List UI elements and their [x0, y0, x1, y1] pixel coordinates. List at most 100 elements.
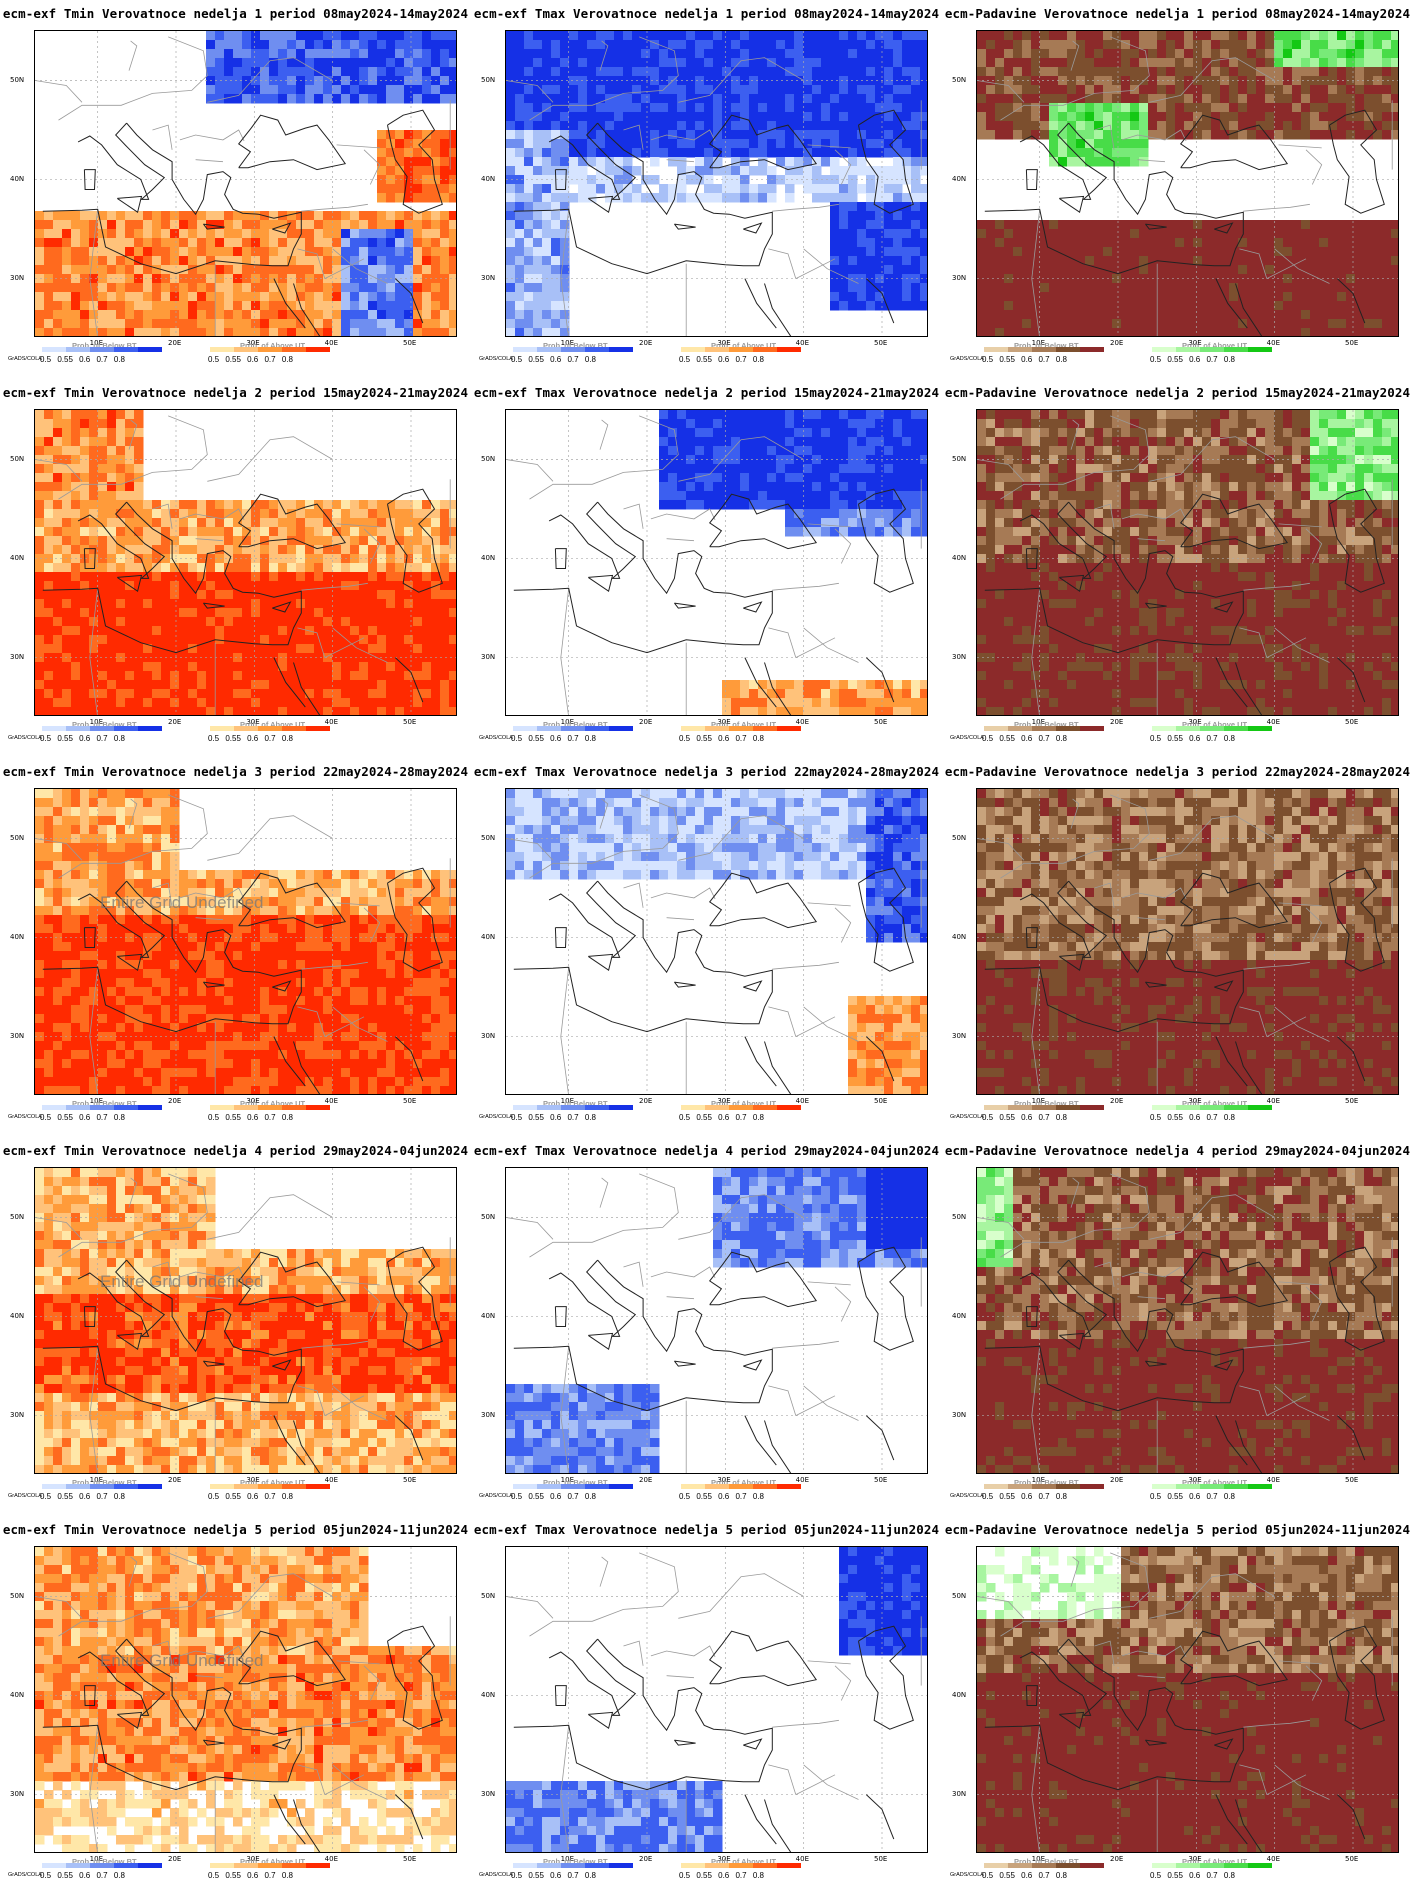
longitude-label: 20E	[639, 718, 653, 726]
latitude-label: 30N	[10, 1031, 25, 1040]
colorbar-above	[210, 1105, 330, 1110]
colorbar-below	[42, 347, 162, 352]
longitude-label: 40E	[324, 339, 338, 347]
colorbar-below-values: 0.5 0.55 0.6 0.7 0.8	[982, 1113, 1067, 1122]
colorbar-below-values: 0.5 0.55 0.6 0.7 0.8	[511, 1113, 596, 1122]
latitude-label: 30N	[481, 1410, 496, 1419]
colorbar-above-values: 0.5 0.55 0.6 0.7 0.8	[679, 734, 764, 743]
longitude-label: 30E	[717, 718, 731, 726]
undefined-grid-overlay: Entire Grid Undefined	[100, 893, 264, 912]
longitude-label: 50E	[1345, 1476, 1359, 1484]
longitude-label: 30E	[1188, 1097, 1202, 1105]
probability-map	[34, 1167, 457, 1474]
colorbar-above-title: Prob. of Above UT	[1182, 341, 1248, 350]
colorbar-above	[681, 347, 801, 352]
longitude-label: 10E	[89, 1855, 103, 1863]
map-panel: ecm-exf Tmin Verovatnoce nedelja 2 perio…	[0, 379, 471, 758]
colorbar-above-values: 0.5 0.55 0.6 0.7 0.8	[1150, 1871, 1235, 1880]
colorbar-above	[1152, 1105, 1272, 1110]
longitude-label: 40E	[795, 339, 809, 347]
longitude-label: 20E	[168, 1097, 182, 1105]
latitude-label: 50N	[481, 454, 496, 463]
latitude-label: 40N	[952, 932, 967, 941]
panel-title: ecm-exf Tmax Verovatnoce nedelja 5 perio…	[473, 1522, 940, 1537]
colorbar-below-values: 0.5 0.55 0.6 0.7 0.8	[511, 1492, 596, 1501]
colorbar-below-title: Prob. of Below BT	[543, 1857, 608, 1866]
colorbar-above-title: Prob. of Above UT	[240, 1857, 306, 1866]
latitude-label: 50N	[952, 454, 967, 463]
grads-label: GrADS/COLA	[479, 1493, 513, 1499]
map-panel: ecm-Padavine Verovatnoce nedelja 3 perio…	[942, 758, 1413, 1137]
colorbar-above-values: 0.5 0.55 0.6 0.7 0.8	[208, 1871, 293, 1880]
panel-title: ecm-exf Tmax Verovatnoce nedelja 4 perio…	[473, 1143, 940, 1158]
colorbar-above	[681, 726, 801, 731]
map-panel: ecm-Padavine Verovatnoce nedelja 1 perio…	[942, 0, 1413, 379]
colorbar-below-title: Prob. of Below BT	[72, 1478, 137, 1487]
panel-title: ecm-exf Tmax Verovatnoce nedelja 3 perio…	[473, 764, 940, 779]
panel-title: ecm-exf Tmax Verovatnoce nedelja 2 perio…	[473, 385, 940, 400]
latitude-label: 40N	[481, 1311, 496, 1320]
grads-label: GrADS/COLA	[479, 1872, 513, 1878]
colorbar-above-title: Prob. of Above UT	[711, 1099, 777, 1108]
longitude-label: 40E	[324, 1476, 338, 1484]
longitude-label: 10E	[1031, 1097, 1045, 1105]
colorbar-below-title: Prob. of Below BT	[1014, 1099, 1079, 1108]
grads-label: GrADS/COLA	[950, 1872, 984, 1878]
probability-map	[505, 788, 928, 1095]
latitude-label: 30N	[952, 273, 967, 282]
panel-title: ecm-Padavine Verovatnoce nedelja 2 perio…	[944, 385, 1411, 400]
colorbar-above-values: 0.5 0.55 0.6 0.7 0.8	[1150, 355, 1235, 364]
longitude-label: 10E	[560, 1855, 574, 1863]
longitude-label: 20E	[168, 718, 182, 726]
longitude-label: 30E	[717, 339, 731, 347]
longitude-label: 40E	[1266, 339, 1280, 347]
colorbar-below	[42, 1105, 162, 1110]
colorbar-below-title: Prob. of Below BT	[72, 341, 137, 350]
longitude-label: 40E	[1266, 718, 1280, 726]
longitude-label: 30E	[717, 1855, 731, 1863]
longitude-label: 30E	[1188, 1476, 1202, 1484]
latitude-label: 30N	[481, 652, 496, 661]
latitude-label: 30N	[952, 652, 967, 661]
latitude-label: 40N	[10, 553, 25, 562]
longitude-label: 40E	[795, 1476, 809, 1484]
longitude-label: 10E	[89, 1097, 103, 1105]
grads-label: GrADS/COLA	[8, 1872, 42, 1878]
longitude-label: 30E	[1188, 339, 1202, 347]
colorbar-below-values: 0.5 0.55 0.6 0.7 0.8	[511, 1871, 596, 1880]
longitude-label: 10E	[560, 1476, 574, 1484]
panel-title: ecm-exf Tmin Verovatnoce nedelja 1 perio…	[2, 6, 469, 21]
colorbar-below-values: 0.5 0.55 0.6 0.7 0.8	[511, 355, 596, 364]
latitude-label: 40N	[10, 174, 25, 183]
latitude-label: 50N	[952, 1212, 967, 1221]
latitude-label: 40N	[952, 1311, 967, 1320]
longitude-label: 30E	[246, 1476, 260, 1484]
colorbar-below-title: Prob. of Below BT	[543, 1099, 608, 1108]
colorbar-above-values: 0.5 0.55 0.6 0.7 0.8	[208, 1113, 293, 1122]
latitude-label: 30N	[952, 1031, 967, 1040]
longitude-label: 30E	[717, 1097, 731, 1105]
longitude-label: 20E	[639, 1855, 653, 1863]
colorbar-below-values: 0.5 0.55 0.6 0.7 0.8	[40, 355, 125, 364]
map-panel: ecm-Padavine Verovatnoce nedelja 2 perio…	[942, 379, 1413, 758]
panel-title: ecm-exf Tmax Verovatnoce nedelja 1 perio…	[473, 6, 940, 21]
grads-label: GrADS/COLA	[950, 356, 984, 362]
latitude-label: 30N	[952, 1789, 967, 1798]
colorbar-above	[1152, 726, 1272, 731]
colorbar-above-title: Prob. of Above UT	[711, 720, 777, 729]
grads-label: GrADS/COLA	[479, 1114, 513, 1120]
longitude-label: 40E	[795, 1855, 809, 1863]
longitude-label: 20E	[1110, 1855, 1124, 1863]
panel-title: ecm-exf Tmin Verovatnoce nedelja 5 perio…	[2, 1522, 469, 1537]
longitude-label: 40E	[324, 1097, 338, 1105]
colorbar-above-title: Prob. of Above UT	[1182, 720, 1248, 729]
latitude-label: 30N	[10, 652, 25, 661]
longitude-label: 30E	[1188, 718, 1202, 726]
longitude-label: 40E	[1266, 1097, 1280, 1105]
latitude-label: 50N	[952, 833, 967, 842]
latitude-label: 30N	[10, 1789, 25, 1798]
latitude-label: 50N	[10, 1212, 25, 1221]
latitude-label: 40N	[481, 932, 496, 941]
colorbar-above-title: Prob. of Above UT	[1182, 1857, 1248, 1866]
colorbar-above	[210, 1484, 330, 1489]
